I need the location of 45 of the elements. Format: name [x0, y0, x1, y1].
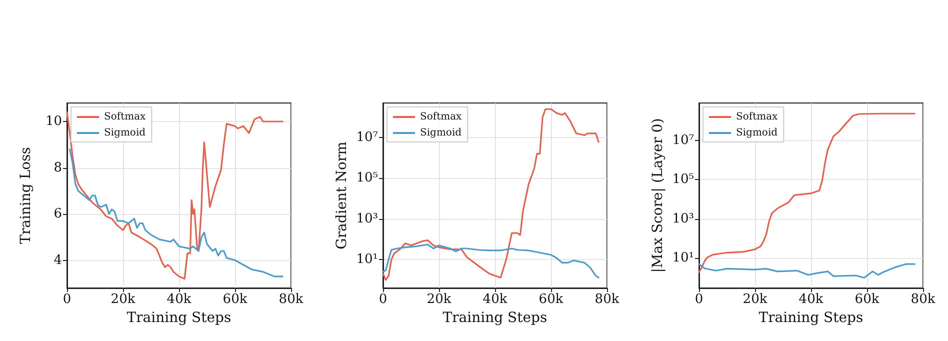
legend-label: Softmax — [736, 112, 778, 122]
y-tick-label: 10⁵ — [356, 170, 378, 186]
x-axis-title: Training Steps — [126, 310, 232, 326]
legend-label: Sigmoid — [420, 128, 462, 138]
line-series — [698, 112, 916, 274]
y-tick-label: 10³ — [672, 211, 694, 226]
y-axis-title: Training Loss — [18, 147, 34, 244]
line-series — [698, 263, 916, 279]
y-tick-label: 10 — [45, 114, 62, 129]
x-tick-label: 0 — [62, 292, 72, 307]
x-tick-label: 80k — [278, 292, 304, 307]
legend-label: Sigmoid — [736, 128, 778, 138]
y-tick-label: 10⁵ — [672, 172, 694, 188]
y-tick-label: 10⁷ — [672, 132, 694, 148]
x-axis-title: Training Steps — [442, 310, 548, 326]
x-tick-label: 20k — [110, 292, 136, 307]
x-tick-label: 60k — [854, 292, 880, 307]
y-tick-label: 10³ — [356, 211, 378, 226]
y-tick-label: 4 — [54, 252, 62, 268]
x-tick-label: 40k — [798, 292, 824, 307]
legend-label: Softmax — [104, 112, 146, 122]
y-tick-label: 6 — [54, 206, 62, 222]
x-tick-label: 0 — [378, 292, 388, 307]
x-tick-label: 20k — [426, 292, 452, 307]
y-tick-label: 10⁷ — [356, 130, 378, 146]
line-series — [382, 108, 600, 281]
y-tick-label: 10¹ — [356, 252, 378, 268]
y-tick-label: 10¹ — [672, 250, 694, 266]
x-tick-label: 40k — [482, 292, 508, 307]
x-tick-label: 80k — [910, 292, 936, 307]
x-tick-label: 20k — [742, 292, 768, 307]
legend-label: Sigmoid — [104, 128, 146, 138]
x-tick-label: 0 — [694, 292, 704, 307]
line-series — [66, 111, 284, 280]
line-series — [382, 244, 600, 278]
x-tick-label: 60k — [538, 292, 564, 307]
y-axis-title: Gradient Norm — [334, 142, 350, 250]
x-axis-title: Training Steps — [758, 310, 864, 326]
line-series — [69, 148, 284, 278]
y-tick-label: 8 — [54, 160, 62, 176]
x-tick-label: 80k — [594, 292, 620, 307]
legend-label: Softmax — [420, 112, 462, 122]
x-tick-label: 40k — [166, 292, 192, 307]
y-axis-title: |Max Score| (Layer 0) — [650, 118, 666, 273]
x-tick-label: 60k — [222, 292, 248, 307]
